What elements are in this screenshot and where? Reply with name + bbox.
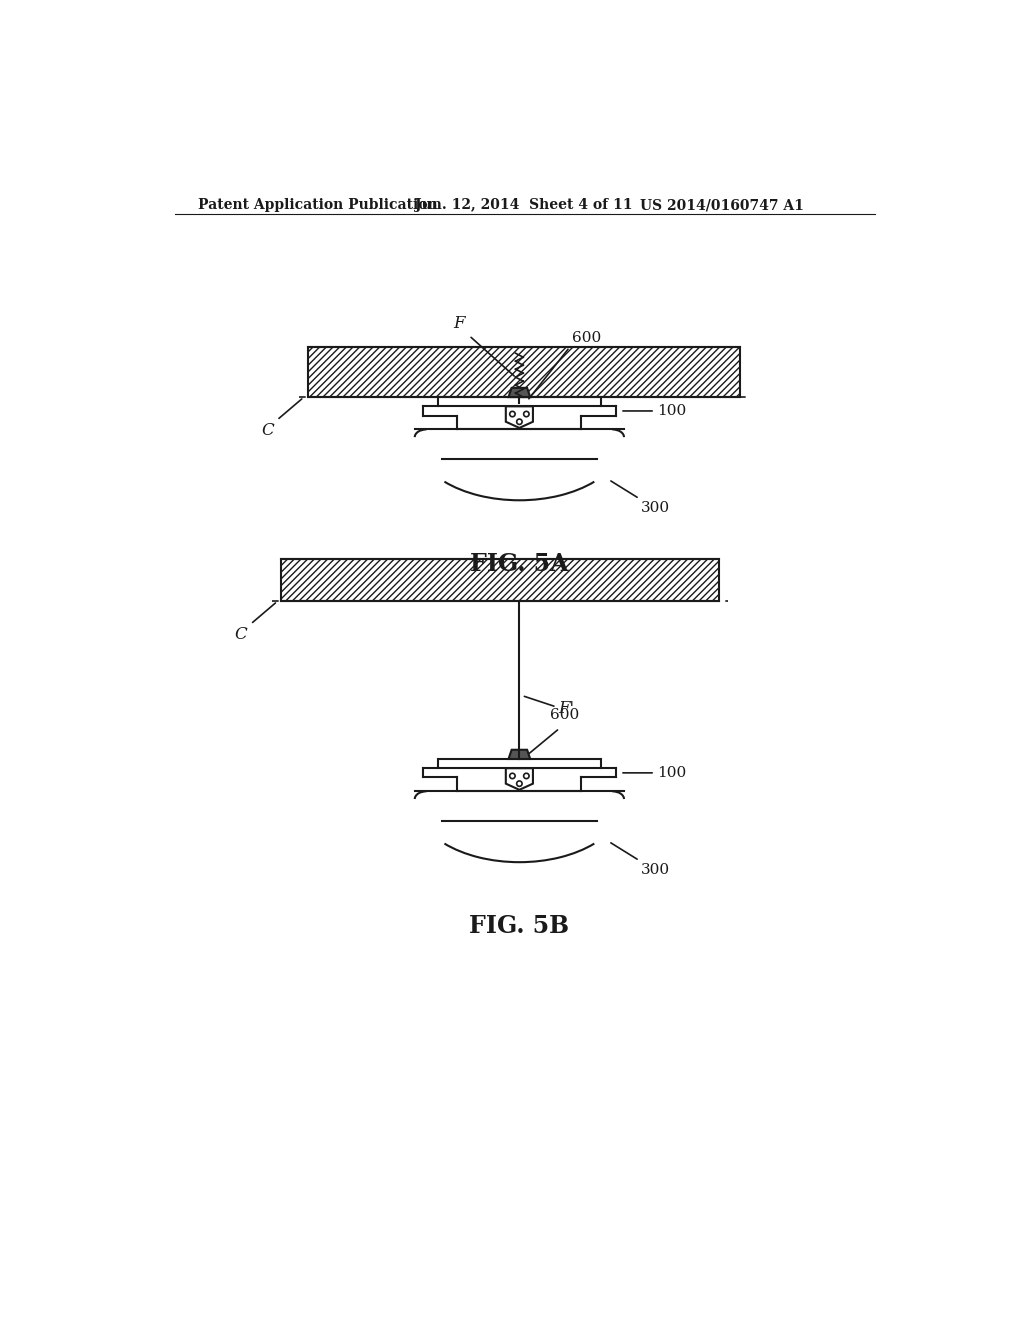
Bar — [308, 347, 740, 397]
Text: 600: 600 — [572, 331, 601, 345]
Bar — [282, 558, 719, 601]
Circle shape — [523, 412, 529, 417]
Text: FIG. 5B: FIG. 5B — [469, 913, 569, 939]
Polygon shape — [509, 388, 530, 397]
Text: US 2014/0160747 A1: US 2014/0160747 A1 — [640, 198, 804, 213]
Text: 600: 600 — [550, 708, 580, 722]
Text: C: C — [261, 422, 273, 438]
Text: 100: 100 — [657, 404, 686, 418]
Circle shape — [517, 781, 522, 787]
Bar — [438, 397, 601, 407]
Text: 100: 100 — [657, 766, 686, 780]
Bar — [308, 347, 740, 397]
Circle shape — [523, 774, 529, 779]
Polygon shape — [506, 407, 532, 428]
Text: 300: 300 — [641, 502, 670, 515]
Text: F: F — [454, 315, 465, 333]
Circle shape — [517, 418, 522, 425]
Text: C: C — [234, 626, 248, 643]
Text: 300: 300 — [641, 863, 670, 876]
Circle shape — [510, 412, 515, 417]
Bar — [438, 759, 601, 768]
Text: Jun. 12, 2014  Sheet 4 of 11: Jun. 12, 2014 Sheet 4 of 11 — [415, 198, 632, 213]
Polygon shape — [509, 750, 530, 759]
Text: Patent Application Publication: Patent Application Publication — [198, 198, 437, 213]
Text: F': F' — [558, 700, 574, 717]
Bar — [282, 558, 719, 601]
Polygon shape — [506, 768, 532, 789]
Circle shape — [510, 774, 515, 779]
Text: FIG. 5A: FIG. 5A — [470, 552, 568, 577]
